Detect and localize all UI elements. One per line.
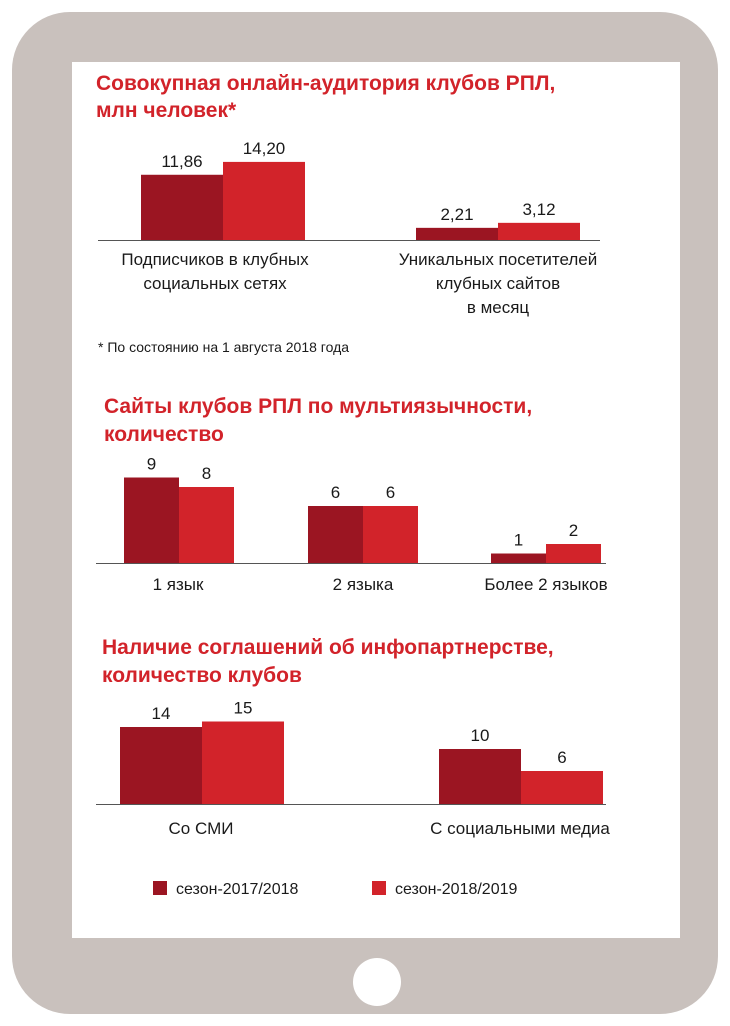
bar-label-social-2018: 6 bbox=[557, 748, 566, 767]
bar-visitors-2017 bbox=[416, 227, 498, 240]
category-visitors-line-2: клубных сайтов bbox=[436, 274, 560, 293]
bar-2lang-2017 bbox=[308, 506, 363, 563]
bar-label-more-lang-2017: 1 bbox=[514, 531, 523, 550]
legend: сезон-2017/2018 сезон-2018/2019 bbox=[153, 881, 518, 898]
chart-1-title-line-1: Совокупная онлайн-аудитория клубов РПЛ, bbox=[96, 72, 555, 95]
bar-label-1lang-2018: 8 bbox=[202, 464, 211, 483]
bar-subscribers-2018 bbox=[223, 161, 305, 240]
bar-visitors-2018 bbox=[498, 222, 580, 240]
bar-media-2018 bbox=[202, 721, 284, 804]
bar-label-subscribers-2018: 14,20 bbox=[243, 139, 286, 158]
category-visitors-line-3: в месяц bbox=[467, 298, 530, 317]
chart-3-title-line-2: количество клубов bbox=[102, 664, 302, 687]
chart-2-title-line-1: Сайты клубов РПЛ по мультиязычности, bbox=[104, 395, 532, 418]
bar-label-more-lang-2018: 2 bbox=[569, 521, 578, 540]
bar-1lang-2018 bbox=[179, 487, 234, 563]
footnote: * По состоянию на 1 августа 2018 года bbox=[98, 339, 349, 355]
category-more-lang: Более 2 языков bbox=[484, 575, 607, 594]
bar-social-2017 bbox=[439, 749, 521, 804]
bar-label-subscribers-2017: 11,86 bbox=[161, 152, 202, 171]
bar-more-lang-2018 bbox=[546, 544, 601, 563]
category-2-lang: 2 языка bbox=[333, 575, 394, 594]
bar-label-2lang-2017: 6 bbox=[331, 483, 340, 502]
bar-label-2lang-2018: 6 bbox=[386, 483, 395, 502]
legend-swatch-2017 bbox=[153, 881, 167, 895]
bar-media-2017 bbox=[120, 727, 202, 804]
category-social-media: С социальными медиа bbox=[430, 819, 610, 838]
chart-3-title-line-1: Наличие соглашений об инфопартнерстве, bbox=[102, 636, 554, 659]
legend-label-2017: сезон-2017/2018 bbox=[176, 881, 299, 898]
bar-label-media-2017: 14 bbox=[152, 704, 171, 723]
bar-label-visitors-2017: 2,21 bbox=[440, 205, 473, 224]
bar-1lang-2017 bbox=[124, 477, 179, 563]
category-media: Со СМИ bbox=[169, 819, 234, 838]
bar-social-2018 bbox=[521, 771, 603, 804]
category-1-lang: 1 язык bbox=[153, 575, 204, 594]
category-subscribers-line-1: Подписчиков в клубных bbox=[121, 250, 309, 269]
bar-2lang-2018 bbox=[363, 506, 418, 563]
bar-subscribers-2017 bbox=[141, 174, 223, 240]
chart-info-partnerships: Наличие соглашений об инфопартнерстве, к… bbox=[96, 636, 610, 838]
bar-more-lang-2017 bbox=[491, 553, 546, 563]
chart-1-title-line-2: млн человек* bbox=[96, 99, 237, 122]
chart-multilingual-sites: Сайты клубов РПЛ по мультиязычности, кол… bbox=[96, 395, 608, 594]
bar-label-visitors-2018: 3,12 bbox=[522, 200, 555, 219]
legend-label-2018: сезон-2018/2019 bbox=[395, 881, 518, 898]
bar-label-1lang-2017: 9 bbox=[147, 455, 156, 474]
chart-online-audience: Совокупная онлайн-аудитория клубов РПЛ, … bbox=[96, 72, 600, 355]
bar-label-media-2018: 15 bbox=[234, 699, 253, 718]
category-visitors-line-1: Уникальных посетителей bbox=[399, 250, 597, 269]
home-button bbox=[353, 958, 401, 1006]
legend-swatch-2018 bbox=[372, 881, 386, 895]
category-subscribers-line-2: социальных сетях bbox=[143, 274, 287, 293]
bar-label-social-2017: 10 bbox=[471, 726, 490, 745]
chart-2-title-line-2: количество bbox=[104, 423, 224, 446]
